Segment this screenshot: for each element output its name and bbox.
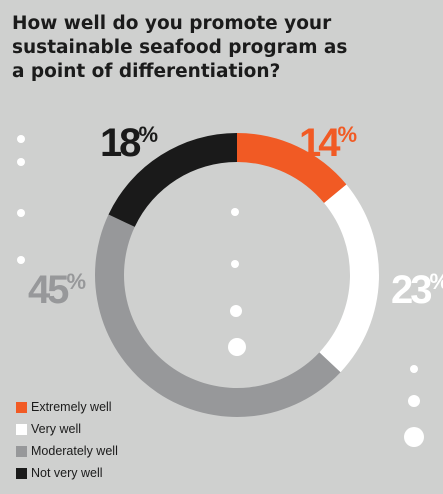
slice-moderately-well: [95, 214, 341, 417]
donut-slices: [95, 133, 379, 417]
legend-swatch-moderately-well: [16, 445, 27, 457]
slice-very-well: [319, 184, 379, 373]
legend-swatch-very-well: [16, 423, 27, 435]
percent-label-not-very-well: 18%: [100, 121, 158, 165]
decorative-bubble-2: [17, 158, 25, 166]
legend-item-moderately-well: Moderately well: [16, 440, 118, 462]
slice-extremely-well: [237, 133, 347, 203]
decorative-bubble-10: [408, 395, 420, 407]
legend-swatch-extremely-well: [16, 401, 27, 413]
decorative-bubble-1: [17, 135, 25, 143]
decorative-dots: [17, 135, 424, 447]
percent-label-extremely-well: 14%: [299, 121, 357, 165]
legend-item-very-well: Very well: [16, 418, 118, 440]
decorative-bubble-9: [410, 365, 418, 373]
decorative-bubble-3: [17, 209, 25, 217]
percent-label-very-well: 23%: [391, 268, 443, 312]
chart-title-line-1: How well do you promote your: [12, 13, 332, 34]
decorative-bubble-6: [231, 260, 239, 268]
legend-item-not-very-well: Not very well: [16, 462, 118, 484]
decorative-bubble-5: [231, 208, 239, 216]
legend-label-not-very-well: Not very well: [31, 466, 103, 480]
legend: Extremely well Very well Moderately well…: [16, 396, 118, 484]
percent-labels: 14% 23% 45% 18%: [28, 121, 443, 312]
decorative-bubble-11: [404, 427, 424, 447]
legend-swatch-not-very-well: [16, 467, 27, 479]
slice-not-very-well: [108, 133, 237, 227]
chart-title-line-3: a point of differentiation?: [12, 61, 281, 82]
legend-label-very-well: Very well: [31, 422, 82, 436]
decorative-bubble-7: [230, 305, 242, 317]
chart-title-line-2: sustainable seafood program as: [12, 37, 348, 58]
chart-title: How well do you promote your sustainable…: [12, 12, 432, 84]
decorative-bubble-8: [228, 338, 246, 356]
decorative-bubble-4: [17, 256, 25, 264]
percent-label-moderately-well: 45%: [28, 268, 86, 312]
legend-item-extremely-well: Extremely well: [16, 396, 118, 418]
legend-label-extremely-well: Extremely well: [31, 400, 112, 414]
legend-label-moderately-well: Moderately well: [31, 444, 118, 458]
